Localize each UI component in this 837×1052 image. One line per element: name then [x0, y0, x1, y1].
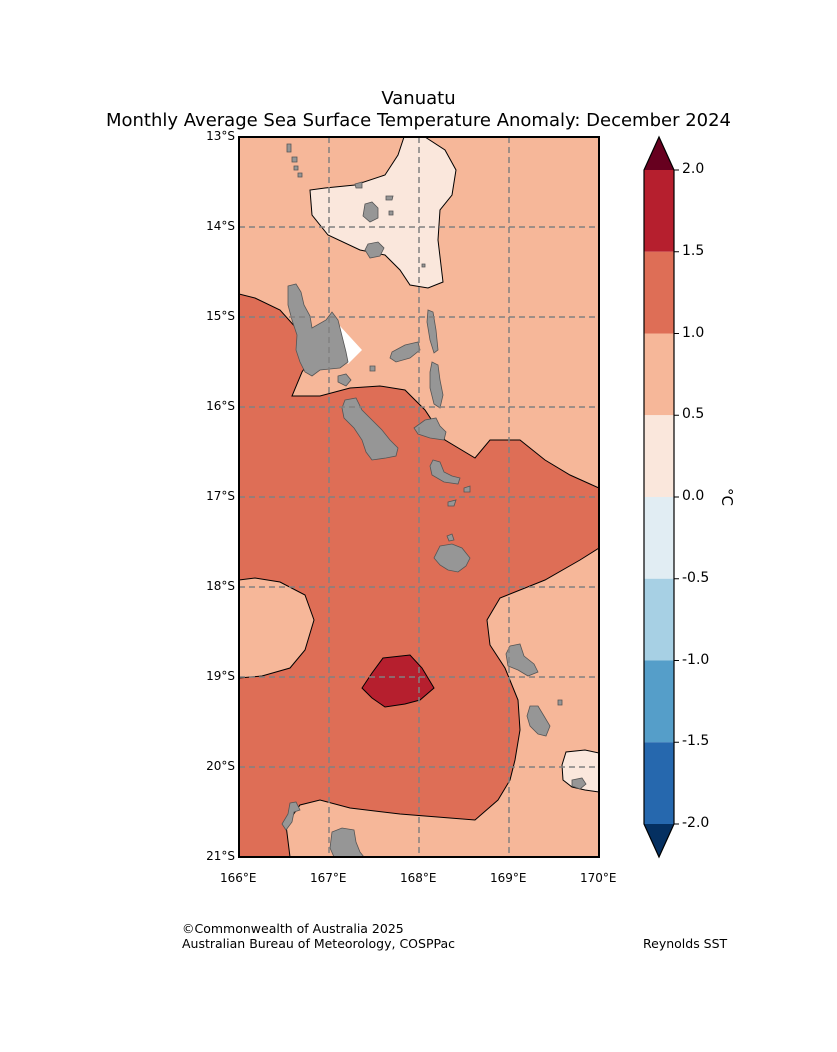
island-small-6 — [369, 365, 376, 372]
colorbar-bin — [644, 578, 674, 661]
island-torres-3 — [293, 165, 299, 171]
colorbar-tick-label: 0.0 — [682, 488, 705, 504]
island-pentecost — [429, 361, 444, 409]
island-malo — [337, 373, 352, 387]
colorbar-tick-label: -1.0 — [682, 651, 710, 668]
island-small-5 — [421, 263, 426, 268]
colorbar-under-arrow — [644, 824, 674, 857]
island-tanna — [526, 705, 551, 737]
colorbar-bin — [644, 170, 674, 252]
colorbar-bin — [644, 660, 674, 743]
footer-credits: ©Commonwealth of Australia 2025 Australi… — [182, 921, 455, 951]
island-small-2 — [446, 533, 455, 542]
colorbar-bin — [644, 415, 674, 497]
lon-tick-label: 168°E — [400, 871, 437, 885]
lon-tick-label: 167°E — [310, 871, 347, 885]
lon-tick-label: 169°E — [490, 871, 527, 885]
lon-tick-label: 170°E — [580, 871, 617, 885]
colorbar-tick-label: 2.0 — [682, 161, 705, 177]
colorbar-tick-label: 0.5 — [682, 406, 705, 423]
island-ambae — [389, 341, 421, 363]
colorbar-unit-label: °C — [717, 488, 736, 506]
map-title: Vanuatu — [381, 88, 456, 109]
lon-tick-label: 166°E — [220, 871, 257, 885]
island-new-caledonia-islet — [329, 827, 365, 857]
island-small-4 — [388, 210, 394, 216]
land-masses — [281, 143, 587, 857]
colorbar-over-arrow — [644, 137, 674, 170]
map-subtitle: Monthly Average Sea Surface Temperature … — [105, 110, 732, 131]
island-small-1 — [447, 499, 457, 507]
lat-tick-label: 16°S — [206, 399, 235, 413]
island-epi — [463, 485, 471, 493]
island-ureparapara — [354, 181, 363, 189]
lat-tick-label: 17°S — [206, 489, 235, 503]
island-efate — [433, 543, 471, 573]
island-torres-2 — [291, 156, 298, 163]
gridlines — [239, 137, 599, 857]
island-vanua-lava — [362, 201, 379, 223]
lat-tick-label: 19°S — [206, 669, 235, 683]
island-ambrym — [413, 417, 447, 441]
colorbar-tick-label: 1.5 — [682, 242, 705, 259]
lat-tick-label: 13°S — [206, 129, 235, 143]
island-maewo — [426, 309, 439, 354]
lat-tick-label: 21°S — [206, 849, 235, 863]
copyright-text: ©Commonwealth of Australia 2025 — [182, 921, 404, 936]
island-malekula — [341, 397, 399, 461]
map-area — [239, 137, 599, 857]
data-source-text: Reynolds SST — [643, 936, 728, 951]
lat-tick-label: 14°S — [206, 219, 235, 233]
island-aniwa — [557, 699, 563, 706]
map-frame — [238, 136, 600, 858]
island-torres-1 — [286, 143, 292, 153]
colorbar-tick-label: -0.5 — [682, 569, 710, 586]
island-small-3 — [385, 195, 394, 201]
island-gaua — [364, 241, 385, 259]
island-espiritu-santo — [287, 283, 349, 377]
island-paama — [429, 459, 461, 485]
lat-tick-label: 20°S — [206, 759, 235, 773]
colorbar-bin — [644, 333, 674, 416]
lat-tick-label: 15°S — [206, 309, 235, 323]
colorbar — [643, 135, 679, 859]
colorbar-tick-label: 1.0 — [682, 324, 705, 341]
island-new-caledonia-north — [281, 801, 301, 831]
island-torres-4 — [297, 172, 303, 178]
anomaly-region-0.0-0.5-south — [561, 749, 599, 793]
lat-tick-label: 18°S — [206, 579, 235, 593]
colorbar-tick-label: -1.5 — [682, 733, 710, 750]
colorbar-bin — [644, 497, 674, 579]
colorbar-bin — [644, 742, 674, 824]
island-aneityum — [571, 777, 587, 790]
anomaly-region-1.5-2.0 — [361, 654, 435, 708]
colorbar-tick-label: -2.0 — [682, 815, 710, 831]
colorbar-bin — [644, 251, 674, 334]
agency-text: Australian Bureau of Meteorology, COSPPa… — [182, 936, 455, 951]
island-erromango — [505, 643, 539, 677]
